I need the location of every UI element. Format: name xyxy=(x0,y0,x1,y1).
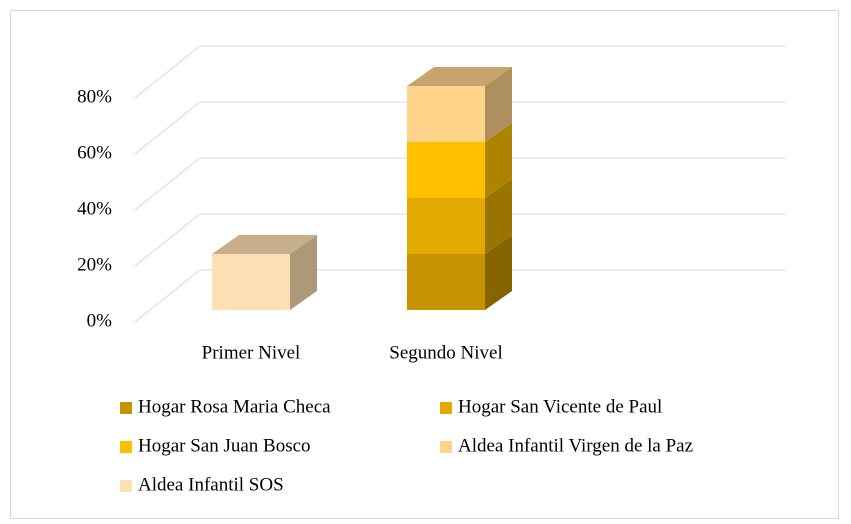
bar xyxy=(407,198,485,254)
grid-line xyxy=(134,157,785,211)
bar xyxy=(407,142,485,198)
y-tick-label: 60% xyxy=(77,142,112,163)
bar-side xyxy=(290,235,317,310)
x-tick-label: Primer Nivel xyxy=(202,342,301,363)
bar xyxy=(407,254,485,310)
legend-swatch xyxy=(440,402,452,414)
grid-line xyxy=(134,213,785,267)
legend-label: Aldea Infantil Virgen de la Paz xyxy=(458,435,693,456)
bar-top xyxy=(407,67,512,86)
bar-side xyxy=(485,123,512,198)
legend-swatch xyxy=(440,441,452,453)
legend-label: Hogar San Vicente de Paul xyxy=(458,396,662,417)
grid-line xyxy=(134,269,785,323)
legend-label: Aldea Infantil SOS xyxy=(138,474,284,495)
bar-side xyxy=(485,67,512,142)
x-tick-label: Segundo Nivel xyxy=(389,342,502,363)
bar xyxy=(212,254,290,310)
legend-label: Hogar Rosa Maria Checa xyxy=(138,396,331,417)
bar-side xyxy=(485,179,512,254)
legend-swatch xyxy=(120,441,132,453)
y-tick-label: 80% xyxy=(77,86,112,107)
y-tick-label: 0% xyxy=(87,310,113,331)
bar xyxy=(407,86,485,142)
legend-swatch xyxy=(120,402,132,414)
bar-side xyxy=(485,235,512,310)
legend-label: Hogar San Juan Bosco xyxy=(138,435,311,456)
y-tick-label: 20% xyxy=(77,254,112,275)
legend-swatch xyxy=(120,480,132,492)
y-tick-label: 40% xyxy=(77,198,112,219)
grid-line xyxy=(134,45,785,99)
grid-line xyxy=(134,101,785,155)
bar-top xyxy=(212,235,317,254)
